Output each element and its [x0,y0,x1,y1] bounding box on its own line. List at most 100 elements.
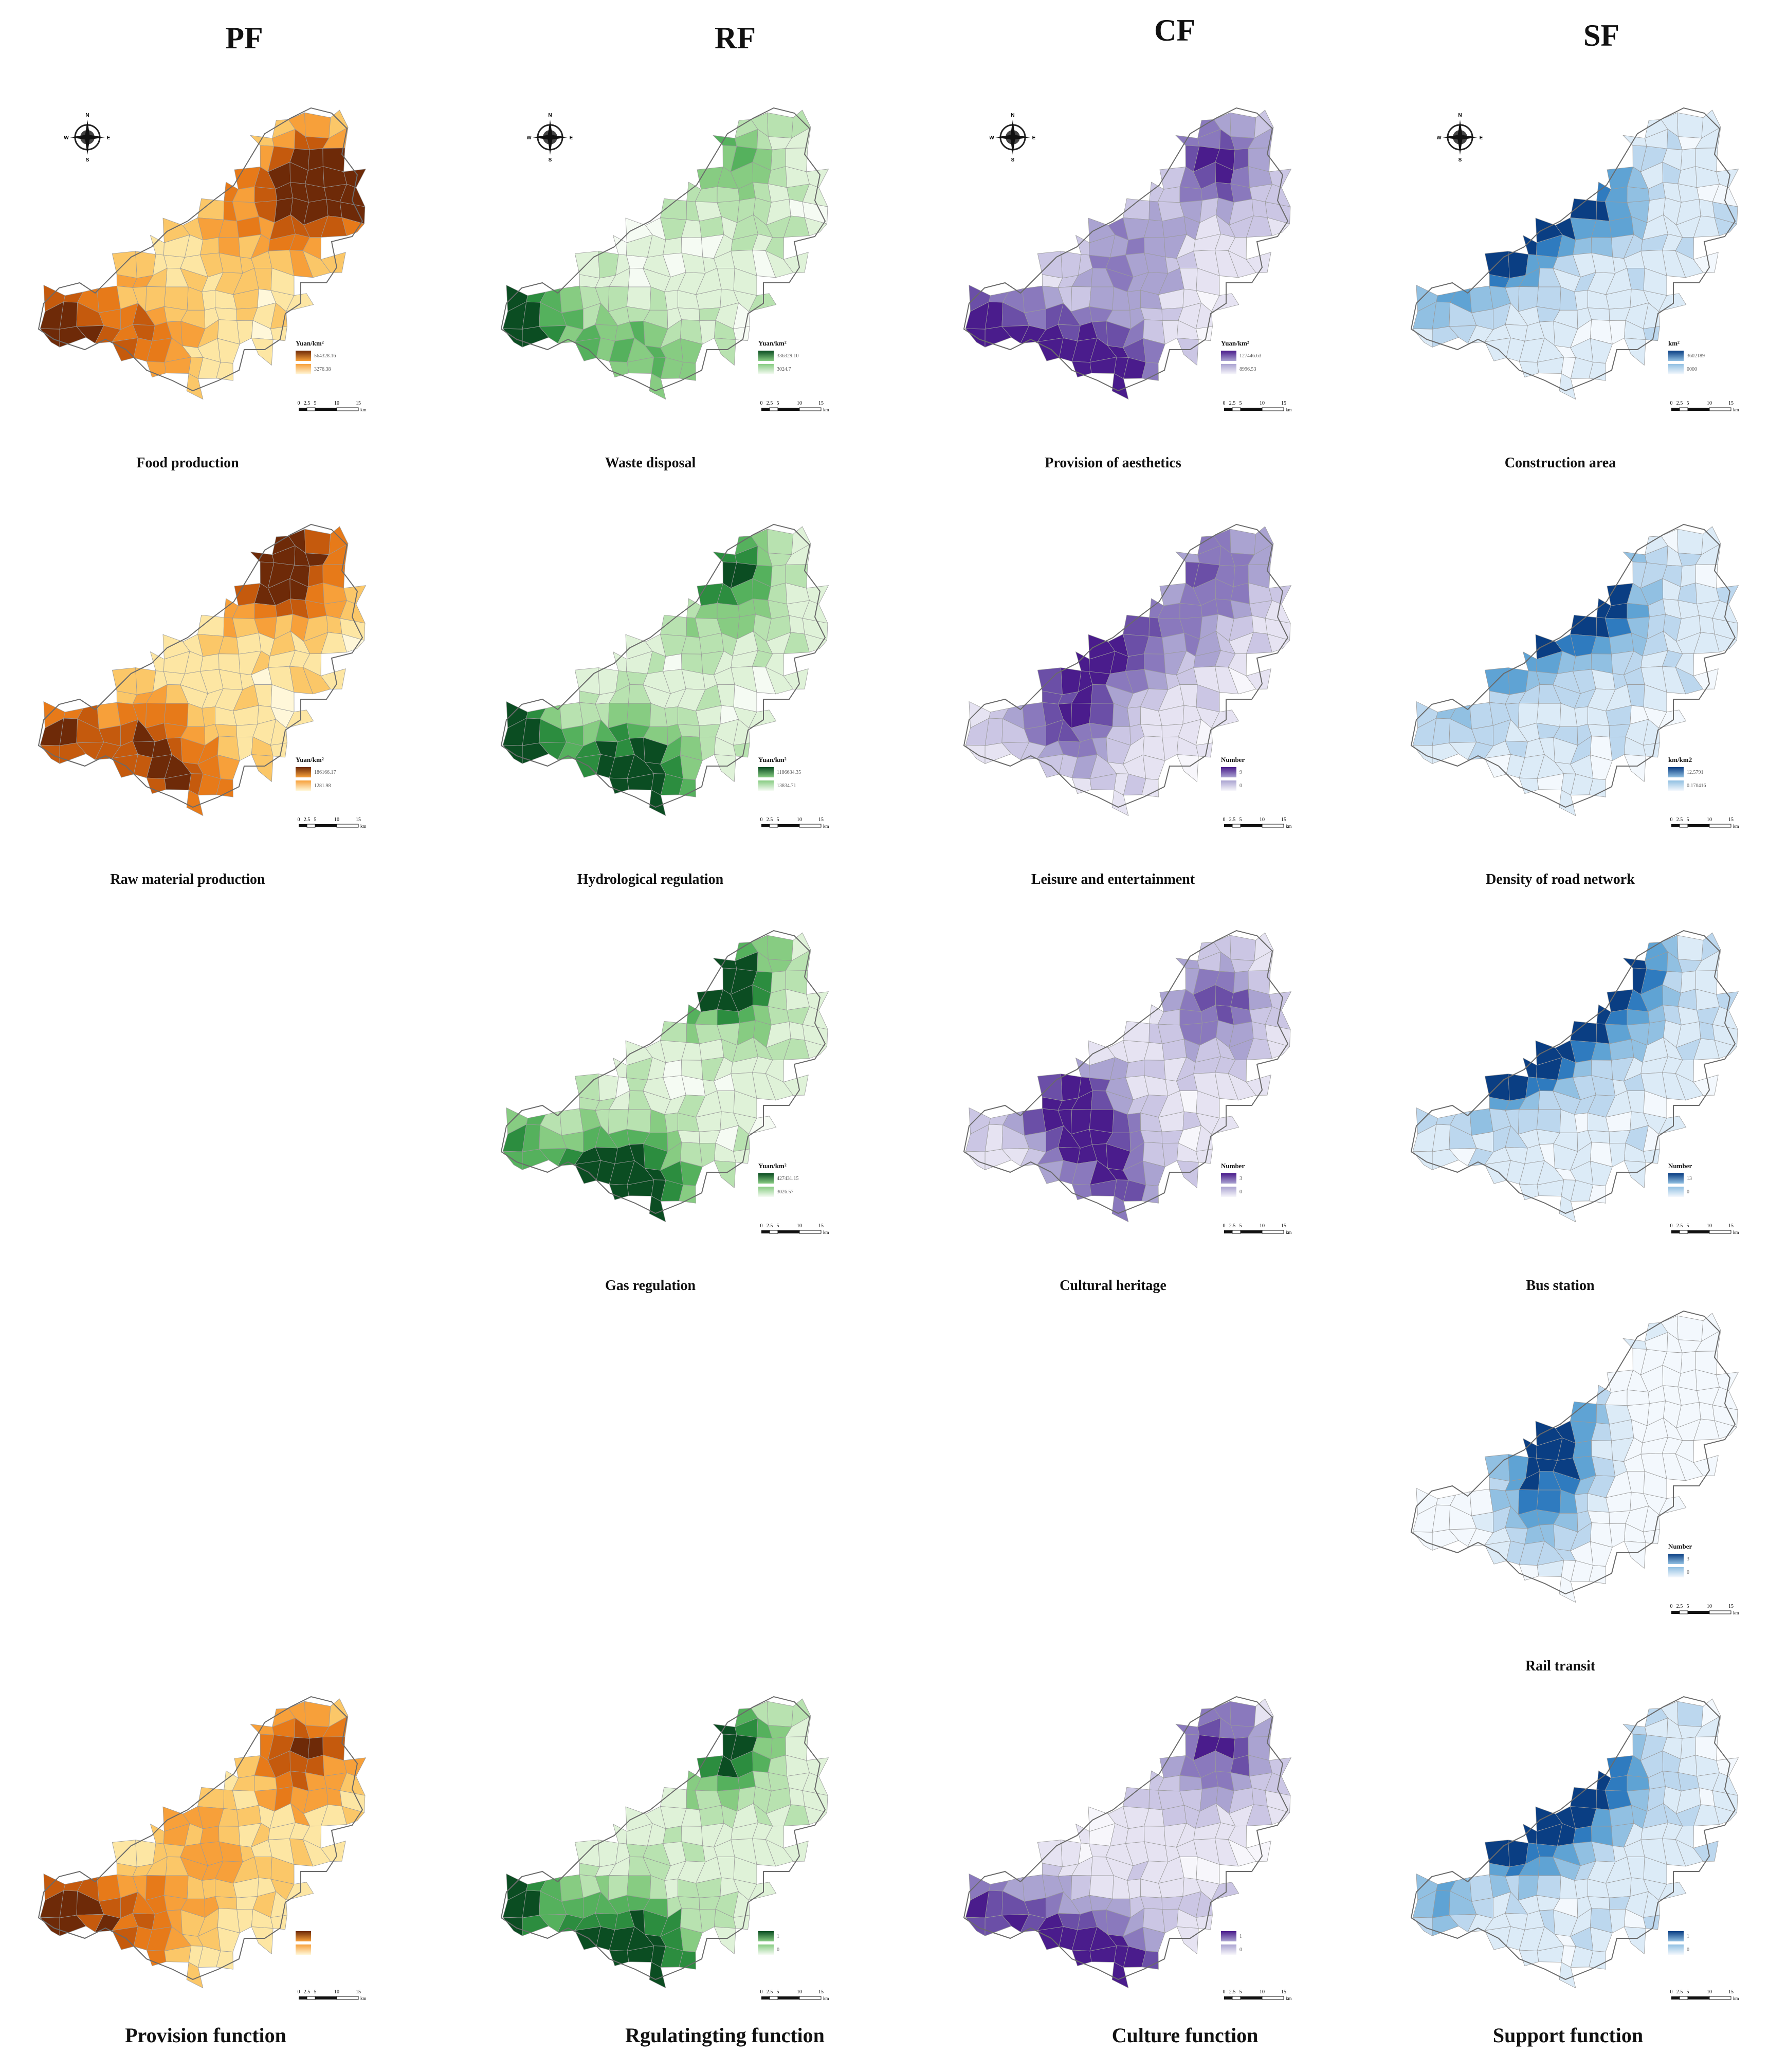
legend-swatch-max [1221,1173,1236,1184]
legend-swatch-max [758,1173,774,1184]
legend-max-value: 427431.15 [777,1175,799,1182]
map-region-cell [1573,653,1592,672]
legend-swatch-max [758,351,774,361]
legend-min-value: 3276.38 [314,366,331,372]
map-region-cell [660,1021,687,1043]
map-region-cell [200,237,220,256]
map-region-cell [197,198,225,220]
scale-unit-label: km [823,1230,829,1235]
legend-min-value: 0 [1687,1189,1689,1195]
map-region-cell [714,338,736,366]
map-region-cell [1519,1184,1539,1201]
scale-tick-label: 2.5 [304,817,311,823]
map-region-cell [146,361,167,378]
legend-unit: Yuan/km² [1221,339,1249,347]
map-region-cell [1140,1896,1163,1910]
map-region-cell [1643,742,1660,758]
choropleth-map-rf-gas [500,930,829,1223]
scale-tick-label: 10 [1707,1223,1712,1229]
map-region-cell [1643,1149,1660,1164]
choropleth-map-pf-raw [38,523,367,816]
choropleth-map-sf-road [1410,523,1739,816]
map-region-cell [1061,1840,1082,1867]
map-region-cell [320,1841,346,1862]
summary-title-pf: Provision function [125,2024,286,2047]
map-region-cell [1123,198,1150,220]
scale-tick-label: 15 [818,817,824,823]
map-region-cell [40,744,60,764]
map-region-cell [1075,1823,1090,1844]
scale-tick-label: 2.5 [1229,1989,1236,1995]
scale-unit-label: km [1286,824,1292,829]
map-region-cell [717,603,740,620]
legend-unit: Number [1668,1162,1692,1170]
map-region-cell [326,1787,342,1807]
study-area-outline [1410,523,1736,808]
map-region-cell [767,935,794,961]
map-region-cell [965,1151,986,1170]
legend-swatch-max [1668,1173,1684,1184]
map-region-cell [699,1909,716,1934]
scale-tick-label: 2.5 [767,1989,773,1995]
map-region-cell [598,1840,619,1867]
map-region-cell [1570,1401,1597,1423]
scale-tick-label: 10 [797,1989,802,1995]
scale-tick-label: 15 [1728,1989,1734,1995]
scale-tick-label: 0 [1670,817,1673,823]
map-panel-cf-leisure: Number 9 0 0 2.5 5 10 15 km Leisure and entertain… [949,499,1308,900]
legend-swatch-max [1221,1931,1236,1941]
legend-min-value: 1281.98 [314,783,331,789]
legend-unit: Yuan/km² [758,1162,787,1170]
map-region-cell [1123,614,1150,637]
legend: Number 3 0 [1221,1162,1293,1197]
map-caption: Bus station [1526,1278,1595,1294]
map-region-cell [609,361,629,378]
map-region-cell [1061,251,1082,279]
map-region-cell [1037,1074,1063,1101]
map-region-cell [200,1826,220,1844]
map-region-cell [1140,307,1163,321]
scale-tick-label: 5 [314,817,317,823]
legend-swatch-min [296,780,311,791]
compass-south-label: S [549,157,552,162]
map-region-cell [748,1882,777,1901]
scale-tick-label: 2.5 [1229,1223,1236,1229]
map-region-cell [733,742,750,758]
map-region-cell [1714,1806,1738,1825]
map-region-cell [804,633,828,653]
map-region-cell [1522,234,1537,256]
map-region-cell [1643,1529,1660,1544]
map-region-cell [789,1787,805,1807]
map-region-cell [150,234,165,256]
map-region-cell [1677,935,1704,961]
scale-tick-label: 2.5 [1676,817,1683,823]
scale-unit-label: km [1286,1230,1292,1235]
scale-tick-label: 10 [1707,817,1712,823]
legend-max-value: 1 [1239,1933,1242,1939]
map-region-cell [598,1074,619,1101]
study-area-outline [1410,107,1736,392]
map-region-cell [1508,667,1529,695]
map-region-cell [1469,1488,1493,1516]
map-region-cell [1251,615,1268,634]
map-region-cell [612,234,627,256]
map-region-cell [320,668,346,689]
map-caption: Gas regulation [605,1278,696,1294]
scale-bar: 0 2.5 5 10 15 km [1668,815,1750,835]
map-region-cell [767,1701,794,1728]
compass-rose-icon: N S E W [526,111,573,163]
map-region-cell [236,1909,253,1934]
scale-tick-label: 15 [1281,1223,1286,1229]
map-region-cell [733,1915,750,1930]
scale-unit-label: km [1733,824,1739,829]
map-region-cell [649,1961,666,1989]
scale-tick-label: 2.5 [1676,401,1683,406]
map-caption: Rail transit [1525,1658,1596,1674]
map-region-cell [714,754,736,783]
map-region-cell [1714,633,1738,653]
study-area-outline [500,930,826,1214]
map-region-cell [1195,1149,1213,1164]
scale-unit-label: km [1286,1996,1292,2001]
map-region-cell [783,1075,809,1096]
